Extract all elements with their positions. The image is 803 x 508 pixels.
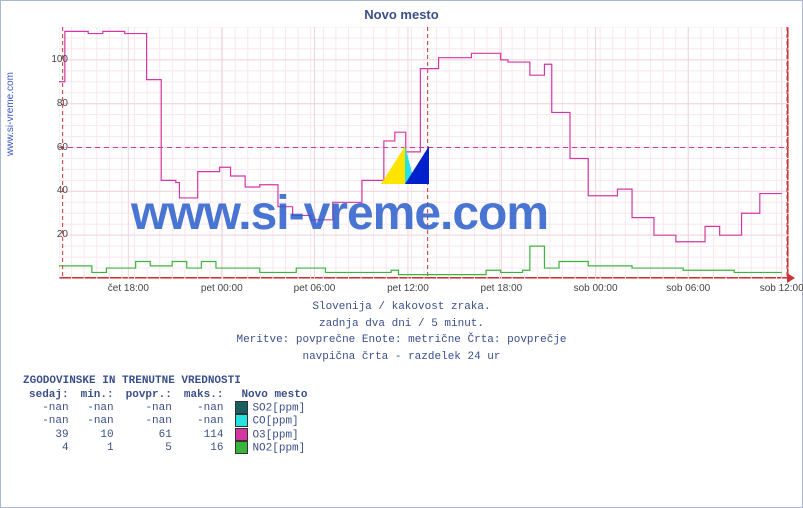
series-label: NO2[ppm] — [229, 441, 313, 454]
x-tick-label: sob 00:00 — [566, 283, 626, 294]
table-row: 391061114O3[ppm] — [23, 428, 313, 441]
y-tick-label: 40 — [38, 185, 68, 196]
table-cell: -nan — [23, 414, 75, 427]
series-label: SO2[ppm] — [229, 401, 313, 414]
table-row: -nan-nan-nan-nanCO[ppm] — [23, 414, 313, 427]
y-tick-label: 80 — [38, 98, 68, 109]
series-header: Novo mesto — [229, 389, 313, 401]
table-cell: 61 — [120, 428, 178, 441]
table-cell: 5 — [120, 441, 178, 454]
x-tick-label: pet 00:00 — [192, 283, 252, 294]
table-row: -nan-nan-nan-nanSO2[ppm] — [23, 401, 313, 414]
series-label: O3[ppm] — [229, 428, 313, 441]
col-header: min.: — [75, 389, 120, 401]
table-cell: -nan — [120, 414, 178, 427]
table-cell: -nan — [120, 401, 178, 414]
col-header: sedaj: — [23, 389, 75, 401]
table-cell: 1 — [75, 441, 120, 454]
table-cell: -nan — [75, 401, 120, 414]
stats-table: sedaj: min.: povpr.: maks.: Novo mesto -… — [23, 389, 313, 455]
table-cell: 114 — [178, 428, 230, 441]
y-tick-label: 100 — [38, 54, 68, 65]
color-swatch-icon — [235, 414, 248, 427]
x-tick-label: pet 12:00 — [378, 283, 438, 294]
watermark-logo-icon — [381, 146, 429, 184]
x-tick-label: čet 18:00 — [98, 283, 158, 294]
x-tick-label: sob 12:00 — [752, 283, 803, 294]
series-label: CO[ppm] — [229, 414, 313, 427]
chart-title: Novo mesto — [1, 1, 802, 24]
subtitle-line: Meritve: povprečne Enote: metrične Črta:… — [1, 332, 802, 349]
table-cell: -nan — [178, 401, 230, 414]
y-tick-label: 20 — [38, 229, 68, 240]
stats-table-block: ZGODOVINSKE IN TRENUTNE VREDNOSTI sedaj:… — [23, 375, 313, 455]
chart-container: Novo mesto www.si-vreme.com 20406080100 … — [0, 0, 803, 508]
y-tick-label: 60 — [38, 142, 68, 153]
col-header: povpr.: — [120, 389, 178, 401]
table-cell: 4 — [23, 441, 75, 454]
ylabel-link[interactable]: www.si-vreme.com — [5, 72, 16, 156]
color-swatch-icon — [235, 441, 248, 454]
x-tick-label: sob 06:00 — [658, 283, 718, 294]
table-cell: -nan — [75, 414, 120, 427]
x-tick-label: pet 18:00 — [471, 283, 531, 294]
color-swatch-icon — [235, 428, 248, 441]
subtitle-line: Slovenija / kakovost zraka. — [1, 299, 802, 316]
stats-table-title: ZGODOVINSKE IN TRENUTNE VREDNOSTI — [23, 375, 313, 387]
table-cell: 39 — [23, 428, 75, 441]
subtitle-line: zadnja dva dni / 5 minut. — [1, 316, 802, 333]
x-axis-arrow-icon — [787, 273, 795, 283]
color-swatch-icon — [235, 401, 248, 414]
table-cell: 16 — [178, 441, 230, 454]
table-cell: -nan — [178, 414, 230, 427]
subtitle-block: Slovenija / kakovost zraka. zadnja dva d… — [1, 299, 802, 365]
col-header: maks.: — [178, 389, 230, 401]
subtitle-line: navpična črta - razdelek 24 ur — [1, 349, 802, 366]
table-cell: -nan — [23, 401, 75, 414]
x-tick-label: pet 06:00 — [285, 283, 345, 294]
table-cell: 10 — [75, 428, 120, 441]
table-row: 41516NO2[ppm] — [23, 441, 313, 454]
